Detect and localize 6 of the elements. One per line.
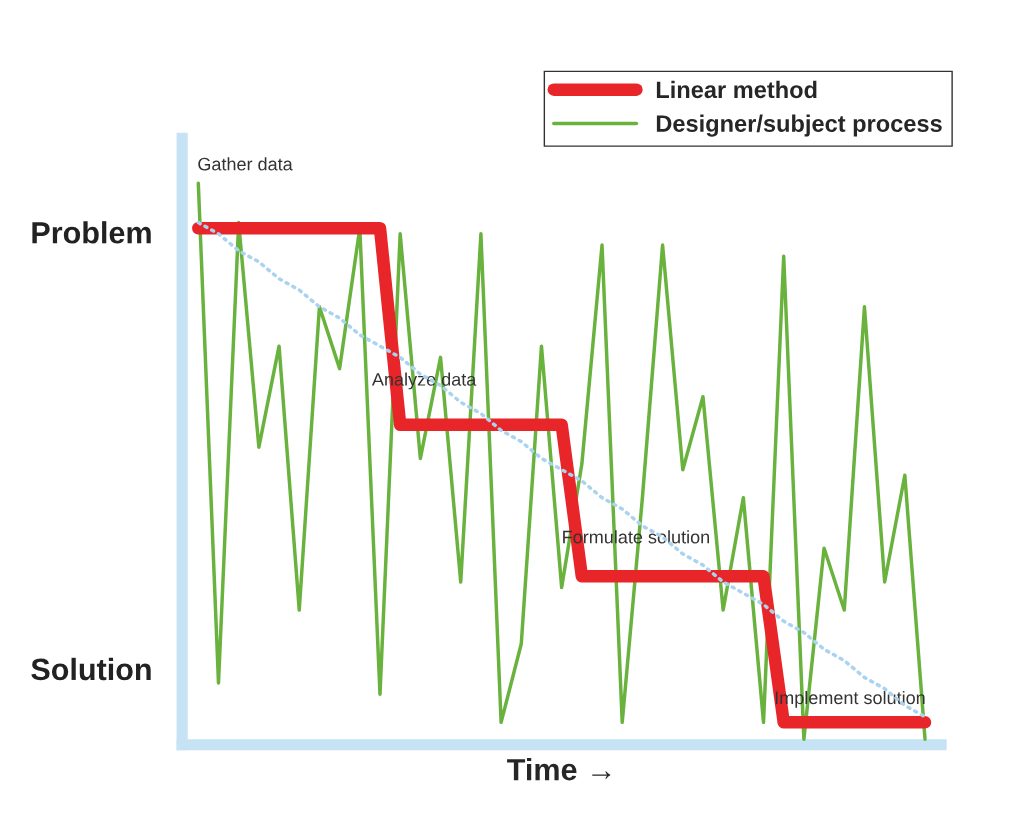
legend-label: Linear method (656, 80, 817, 99)
text: Problem (32, 221, 151, 244)
x-axis-title: Time → (507, 758, 611, 781)
legend-label: Designer/subject process (656, 114, 942, 137)
text: Gather data (198, 157, 293, 171)
text: Solution (31, 657, 151, 681)
